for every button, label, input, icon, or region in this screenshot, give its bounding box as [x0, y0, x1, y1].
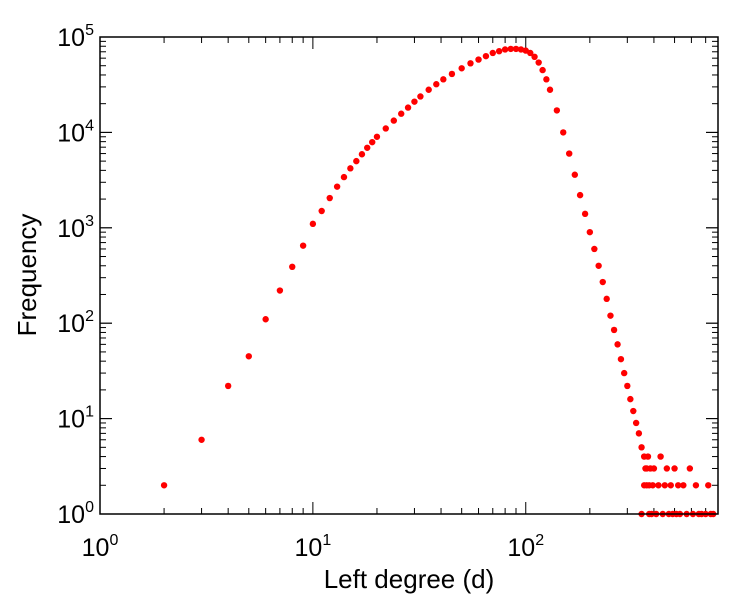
data-point	[390, 117, 398, 124]
y-axis-title: Frequency	[12, 214, 42, 337]
data-point	[299, 242, 307, 249]
data-point	[495, 47, 503, 55]
data-point	[546, 86, 554, 93]
data-point	[404, 104, 412, 111]
data-point	[599, 278, 606, 286]
data-point	[686, 465, 694, 472]
y-tick-label: 104	[57, 117, 94, 147]
data-point	[692, 482, 700, 489]
data-point	[489, 49, 496, 57]
data-point	[644, 453, 652, 460]
data-point	[539, 66, 546, 74]
data-point	[571, 171, 579, 178]
data-point	[680, 482, 687, 489]
data-point	[347, 165, 354, 172]
y-tick-label: 101	[57, 404, 94, 434]
data-point	[643, 482, 650, 489]
data-point	[417, 93, 424, 100]
data-point	[566, 150, 573, 157]
data-point	[245, 353, 252, 360]
data-point	[650, 465, 658, 472]
data-point	[512, 45, 520, 53]
data-point	[333, 183, 341, 190]
data-point	[309, 220, 317, 228]
data-point	[655, 482, 662, 489]
data-point	[674, 482, 682, 489]
data-point	[318, 207, 325, 215]
data-point	[458, 65, 465, 72]
data-point	[425, 86, 432, 93]
data-point	[705, 482, 712, 489]
data-point	[224, 382, 232, 390]
data-point	[635, 430, 643, 437]
data-point	[482, 52, 490, 60]
axis-ticks	[99, 36, 719, 515]
data-point	[440, 76, 447, 83]
data-point	[507, 45, 514, 53]
data-point	[632, 419, 640, 427]
data-point	[630, 407, 637, 415]
data-point	[326, 194, 333, 202]
data-point	[543, 76, 550, 83]
data-point	[262, 316, 269, 323]
x-tick-labels: 100 101 102	[82, 532, 545, 562]
plot-frame	[99, 36, 719, 515]
x-tick-label: 100	[82, 532, 119, 562]
data-point	[576, 191, 584, 199]
x-tick-label: 101	[295, 532, 332, 562]
data-point	[289, 263, 296, 271]
y-tick-labels: 100 101 102 103 104 105	[57, 22, 94, 529]
data-point	[382, 125, 389, 132]
data-point	[531, 53, 538, 61]
data-point	[581, 210, 589, 218]
data-point	[667, 482, 674, 489]
data-point	[448, 70, 456, 78]
data-points	[160, 45, 717, 518]
data-point	[586, 228, 594, 236]
data-point	[398, 110, 405, 117]
data-point	[614, 341, 621, 348]
data-point	[595, 262, 602, 269]
y-tick-label: 103	[57, 213, 94, 243]
data-point	[553, 107, 561, 114]
data-point	[607, 312, 614, 319]
data-point	[603, 295, 610, 303]
data-point	[475, 56, 482, 63]
data-point	[501, 46, 509, 53]
data-point	[369, 138, 376, 146]
data-point	[433, 81, 440, 88]
data-point	[560, 129, 567, 136]
data-point	[535, 59, 542, 66]
data-point	[591, 245, 598, 253]
data-point	[276, 287, 284, 294]
data-point	[620, 369, 628, 377]
data-point	[657, 453, 664, 460]
data-point	[527, 49, 534, 57]
data-point	[358, 151, 366, 158]
data-point	[638, 444, 645, 451]
data-point	[340, 173, 348, 181]
data-point	[610, 326, 618, 334]
data-point	[624, 382, 631, 390]
data-point	[467, 60, 474, 67]
data-point	[364, 144, 371, 151]
y-tick-label: 100	[57, 499, 94, 529]
data-point	[663, 465, 671, 472]
y-tick-label: 102	[57, 308, 94, 338]
data-point	[627, 395, 634, 403]
data-point	[671, 465, 678, 472]
data-point	[649, 482, 656, 489]
y-tick-label: 105	[57, 22, 94, 52]
data-point	[661, 482, 669, 489]
data-point	[642, 465, 649, 472]
data-point	[198, 436, 205, 443]
data-point	[411, 98, 418, 105]
data-point	[353, 157, 360, 165]
x-tick-label: 102	[507, 532, 544, 562]
x-axis-title: Left degree (d)	[324, 564, 495, 594]
data-point	[373, 133, 381, 140]
data-point	[617, 355, 625, 363]
data-point	[160, 482, 168, 489]
